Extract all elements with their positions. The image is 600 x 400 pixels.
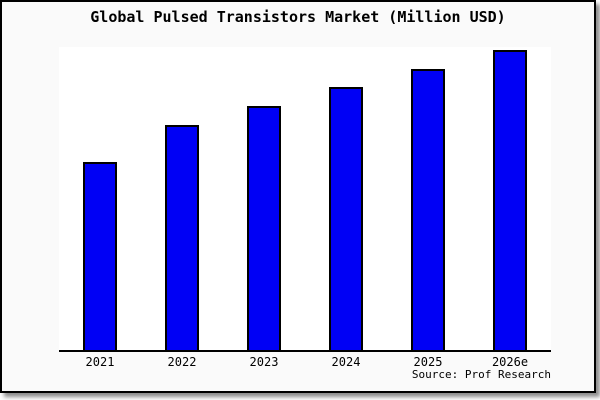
x-tick-label-2026e: 2026e xyxy=(491,355,529,369)
bar-slot-2025 xyxy=(387,47,469,350)
x-tick-label-2021: 2021 xyxy=(85,355,115,369)
bar-slot-2026e xyxy=(469,47,551,350)
bar-slot-2023 xyxy=(223,47,305,350)
bar-2022 xyxy=(165,125,199,350)
bar-2026e xyxy=(493,50,527,350)
x-tick-label-2022: 2022 xyxy=(167,355,197,369)
bars-row xyxy=(59,47,551,350)
x-tick-label-2024: 2024 xyxy=(331,355,361,369)
x-tick-label-2025: 2025 xyxy=(413,355,443,369)
source-note: Source: Prof Research xyxy=(411,368,551,381)
x-axis-labels: 2021 2022 2023 2024 2025 2026e xyxy=(59,355,551,369)
chart-title: Global Pulsed Transistors Market (Millio… xyxy=(90,8,506,26)
chart-frame: Global Pulsed Transistors Market (Millio… xyxy=(0,0,596,393)
bar-slot-2021 xyxy=(59,47,141,350)
plot-area xyxy=(59,47,551,352)
bar-2025 xyxy=(411,69,445,350)
bar-slot-2022 xyxy=(141,47,223,350)
bar-2024 xyxy=(329,87,363,350)
x-tick-label-2023: 2023 xyxy=(249,355,279,369)
bar-slot-2024 xyxy=(305,47,387,350)
bar-2021 xyxy=(83,162,117,350)
bar-2023 xyxy=(247,106,281,350)
